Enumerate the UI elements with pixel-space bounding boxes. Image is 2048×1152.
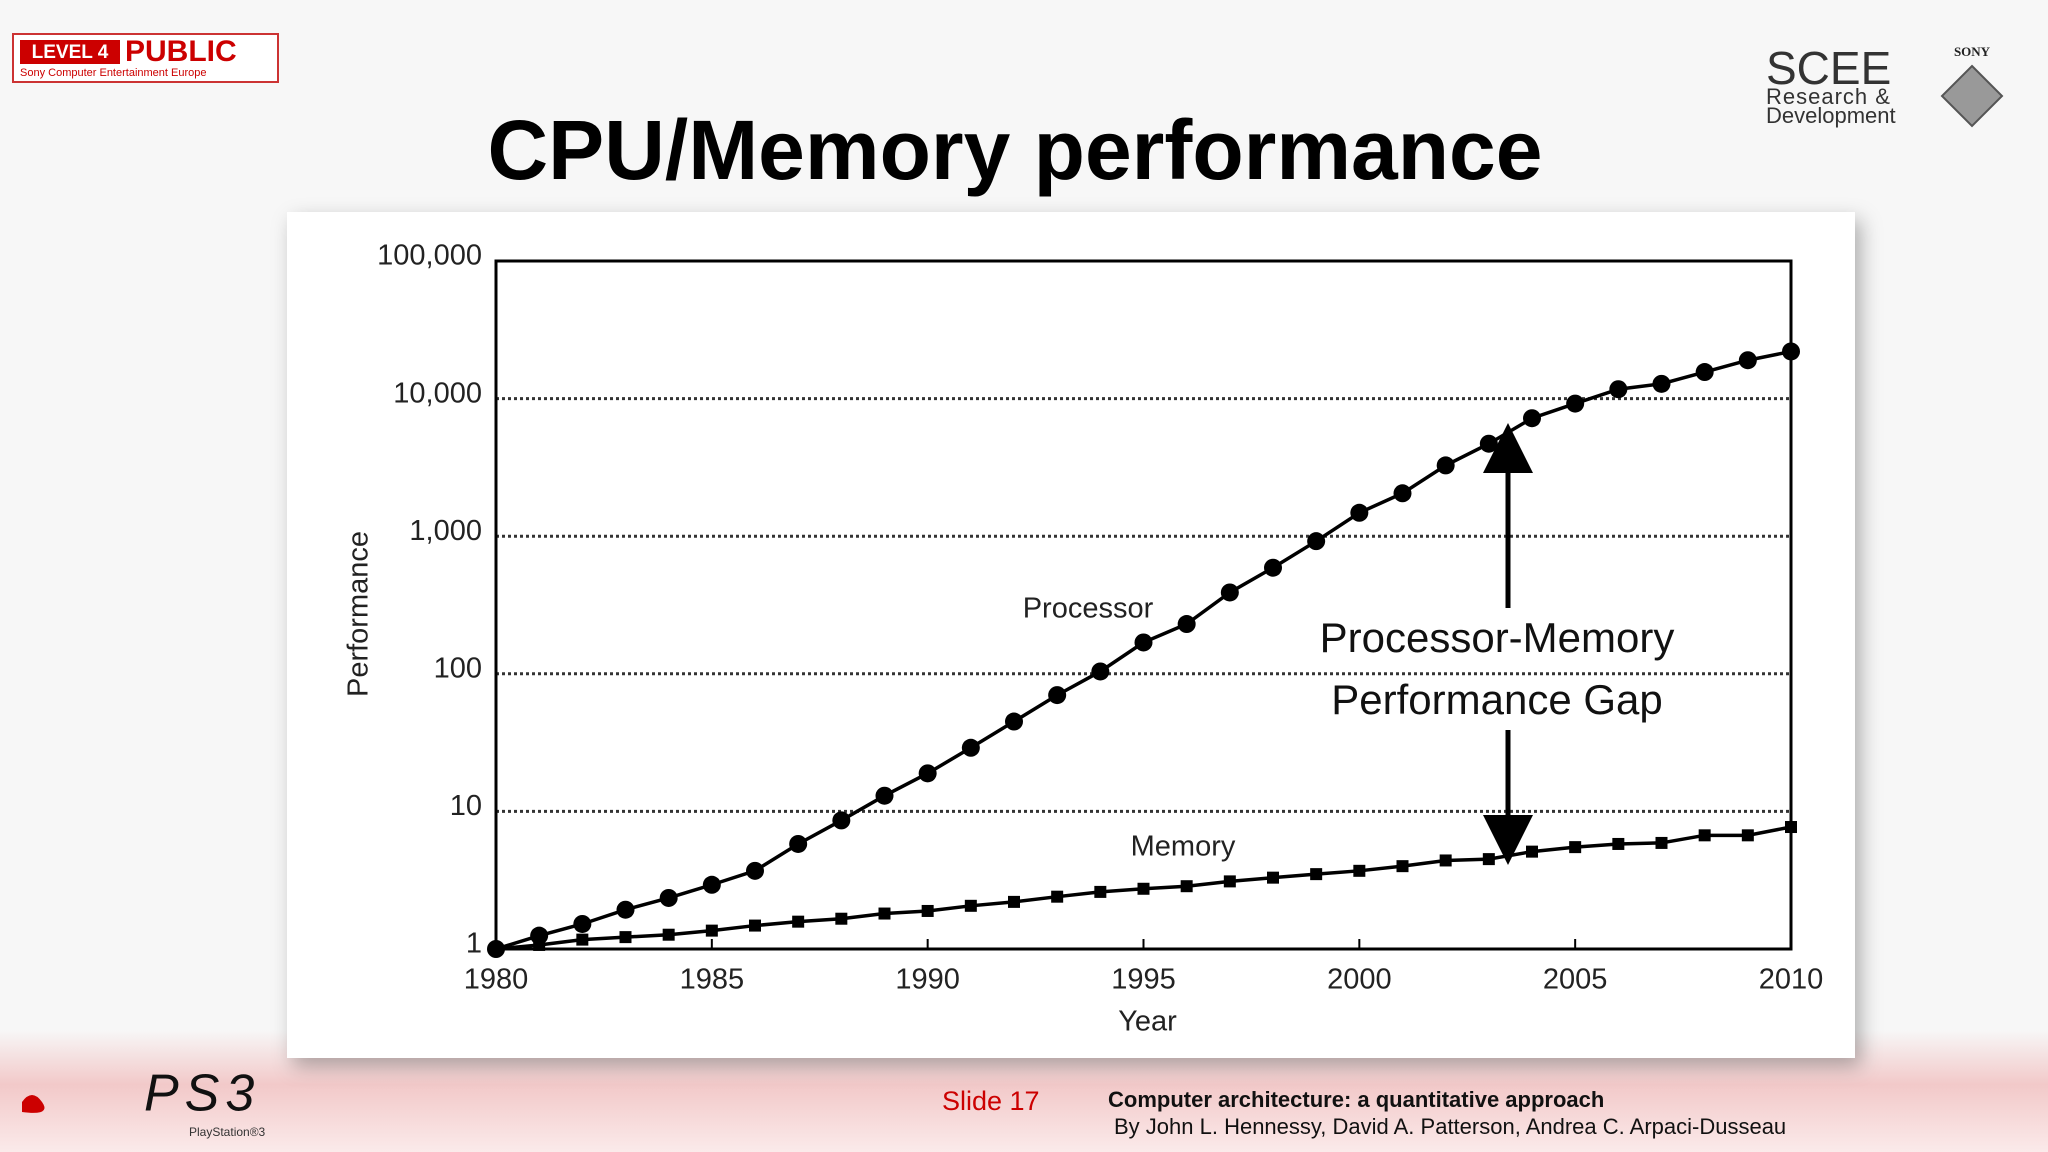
marker xyxy=(1267,871,1279,884)
marker xyxy=(1526,845,1538,858)
brand-sub: Development xyxy=(1766,103,1896,128)
marker xyxy=(918,764,937,783)
marker xyxy=(749,919,761,932)
marker xyxy=(1566,394,1585,413)
ps-logo xyxy=(22,1095,45,1113)
marker xyxy=(1393,484,1412,503)
y-axis-label: Performance xyxy=(343,531,375,697)
x-tick-label: 2005 xyxy=(1543,964,1608,996)
marker xyxy=(1396,860,1409,873)
marker xyxy=(964,899,977,912)
marker xyxy=(490,943,502,955)
badge-class: PUBLIC xyxy=(125,35,237,68)
marker xyxy=(1353,864,1366,877)
x-axis-label: Year xyxy=(1118,1006,1177,1038)
x-tick-label: 1980 xyxy=(464,964,529,996)
x-tick-label: 1985 xyxy=(680,964,745,996)
marker xyxy=(662,928,675,941)
marker xyxy=(659,888,678,907)
marker xyxy=(533,938,546,951)
marker xyxy=(1695,363,1714,382)
y-tick-label: 100 xyxy=(434,652,482,684)
marker xyxy=(1137,882,1150,895)
marker xyxy=(789,834,808,853)
marker xyxy=(1738,351,1757,370)
marker xyxy=(1091,662,1110,681)
marker xyxy=(576,933,589,946)
marker xyxy=(1569,841,1582,854)
marker xyxy=(573,914,592,933)
marker xyxy=(619,931,632,944)
marker xyxy=(1094,885,1107,898)
marker xyxy=(1482,853,1495,866)
annotation: Performance Gap xyxy=(1331,676,1663,723)
brand-sub: Research & xyxy=(1766,84,1891,109)
badge-level-bg xyxy=(20,40,120,64)
plot-frame xyxy=(494,259,1793,951)
x-tick-label: 1995 xyxy=(1111,964,1176,996)
marker xyxy=(746,861,764,880)
y-tick-label: 10,000 xyxy=(393,377,482,409)
marker xyxy=(1436,456,1455,475)
series-label: Memory xyxy=(1131,831,1236,863)
marker xyxy=(1264,558,1282,577)
series-label: Processor xyxy=(1023,593,1154,625)
marker xyxy=(1350,503,1369,522)
marker xyxy=(792,915,805,928)
marker xyxy=(1655,836,1668,849)
marker xyxy=(1741,829,1754,842)
console-sub: PlayStation®3 xyxy=(189,1125,266,1139)
y-tick-label: 100,000 xyxy=(377,240,482,272)
marker xyxy=(1523,409,1541,428)
marker xyxy=(1180,880,1193,893)
marker xyxy=(1220,583,1239,602)
marker xyxy=(1005,712,1023,731)
marker xyxy=(1048,686,1067,705)
marker xyxy=(1223,875,1236,888)
source-title: Computer architecture: a quantitative ap… xyxy=(1108,1087,1604,1112)
annotation: Processor-Memory xyxy=(1320,614,1675,661)
x-tick-label: 2000 xyxy=(1327,964,1392,996)
y-tick-label: 1 xyxy=(466,928,482,960)
x-tick-label: 1990 xyxy=(895,964,960,996)
marker xyxy=(835,912,848,925)
marker xyxy=(832,811,851,830)
marker xyxy=(1439,854,1452,867)
brand: SCEE xyxy=(1766,42,1891,94)
badge-org: Sony Computer Entertainment Europe xyxy=(20,67,207,79)
marker xyxy=(1782,342,1800,361)
marker xyxy=(1785,821,1797,834)
marker xyxy=(1051,890,1064,903)
marker xyxy=(1652,374,1671,393)
marker xyxy=(1698,829,1711,842)
marker xyxy=(961,738,980,757)
marker xyxy=(1177,615,1196,634)
slide-number: Slide 17 xyxy=(942,1086,1040,1116)
marker xyxy=(875,786,894,805)
marker xyxy=(616,900,635,919)
badge-level: LEVEL 4 xyxy=(32,42,109,63)
marker xyxy=(1479,434,1498,453)
marker xyxy=(702,875,721,894)
marker xyxy=(1307,532,1326,551)
marker xyxy=(1612,837,1625,850)
marker xyxy=(878,907,891,920)
marker xyxy=(705,924,718,937)
marker xyxy=(1310,868,1323,881)
marker xyxy=(1609,380,1628,399)
source-authors: By John L. Hennessy, David A. Patterson,… xyxy=(1114,1114,1786,1139)
chart-panel xyxy=(287,212,1855,1058)
chart: 1 10 100 1,000 10,000 100,000 1980 1985 1990 1995… xyxy=(343,240,1824,1038)
y-tick-label: 1,000 xyxy=(409,515,482,547)
y-tick-label: 10 xyxy=(450,790,482,822)
marker xyxy=(921,904,934,917)
console: PS3 xyxy=(144,1065,260,1123)
sony: SONY xyxy=(1954,44,1991,59)
marker xyxy=(1134,633,1153,652)
slide-title: CPU/Memory performance xyxy=(488,103,1543,197)
x-tick-label: 2010 xyxy=(1759,964,1824,996)
marker xyxy=(1008,895,1020,908)
sony-logo xyxy=(1940,64,2004,128)
